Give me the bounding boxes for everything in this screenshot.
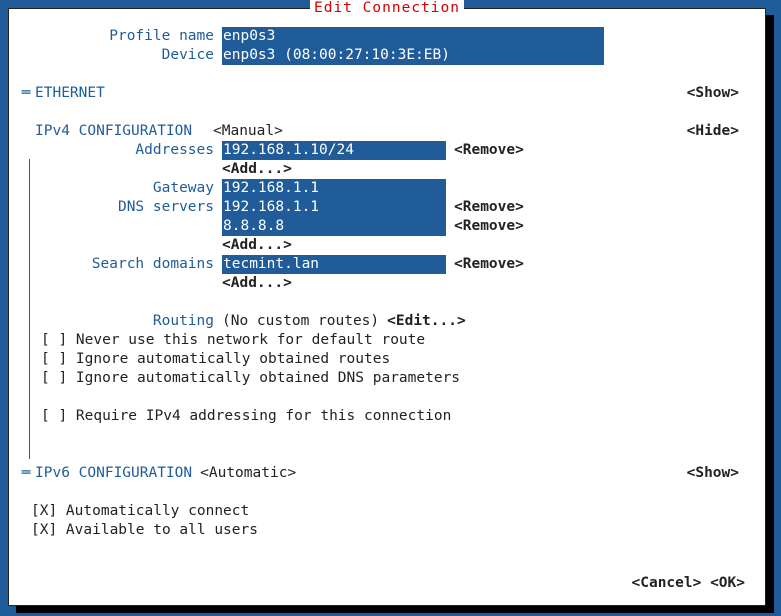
ok-button[interactable]: <OK>	[710, 575, 745, 591]
profile-name-label: Profile name	[17, 27, 222, 46]
ignore-auto-dns-checkbox[interactable]: [ ] Ignore automatically obtained DNS pa…	[17, 369, 757, 388]
ethernet-show-button[interactable]: <Show>	[687, 84, 739, 103]
search-domain-input-0[interactable]: tecmint.lan	[222, 255, 446, 274]
ipv4-section-title: IPv4 CONFIGURATION	[35, 122, 205, 141]
ipv6-show-button[interactable]: <Show>	[687, 464, 739, 483]
ipv6-toggle-icon[interactable]: ═	[17, 464, 35, 483]
ethernet-toggle-icon[interactable]: ═	[17, 84, 35, 103]
device-input[interactable]: enp0s3 (08:00:27:10:3E:EB)	[222, 46, 604, 65]
ethernet-section-title: ETHERNET	[35, 84, 105, 103]
never-default-route-checkbox[interactable]: [ ] Never use this network for default r…	[17, 331, 757, 350]
routing-edit-button[interactable]: <Edit...>	[387, 312, 466, 331]
cancel-button[interactable]: <Cancel>	[632, 575, 702, 591]
addresses-label: Addresses	[17, 141, 222, 160]
search-domains-label: Search domains	[17, 255, 222, 274]
dns-label: DNS servers	[17, 198, 222, 217]
ipv6-section-title: IPv6 CONFIGURATION	[35, 464, 192, 483]
all-users-checkbox[interactable]: [X] Available to all users	[17, 521, 757, 540]
gateway-input[interactable]: 192.168.1.1	[222, 179, 446, 198]
search-domain-add-button[interactable]: <Add...>	[222, 274, 292, 293]
dns-remove-1[interactable]: <Remove>	[454, 217, 524, 236]
ipv6-mode-select[interactable]: <Automatic>	[200, 464, 296, 483]
title-bar: Edit Connection	[9, 0, 765, 18]
address-remove-0[interactable]: <Remove>	[454, 141, 524, 160]
routing-value: (No custom routes)	[222, 312, 379, 331]
require-ipv4-checkbox[interactable]: [ ] Require IPv4 addressing for this con…	[17, 407, 757, 426]
ipv4-mode-select[interactable]: <Manual>	[213, 122, 283, 141]
dns-add-button[interactable]: <Add...>	[222, 236, 292, 255]
edit-connection-window: Edit Connection Profile name enp0s3 Devi…	[8, 8, 766, 606]
device-label: Device	[17, 46, 222, 65]
ignore-auto-routes-checkbox[interactable]: [ ] Ignore automatically obtained routes	[17, 350, 757, 369]
dns-remove-0[interactable]: <Remove>	[454, 198, 524, 217]
ipv4-hide-button[interactable]: <Hide>	[687, 122, 739, 141]
gateway-label: Gateway	[17, 179, 222, 198]
routing-label: Routing	[17, 312, 222, 331]
dns-input-1[interactable]: 8.8.8.8	[222, 217, 446, 236]
auto-connect-checkbox[interactable]: [X] Automatically connect	[17, 502, 757, 521]
address-add-button[interactable]: <Add...>	[222, 160, 292, 179]
dns-input-0[interactable]: 192.168.1.1	[222, 198, 446, 217]
window-title: Edit Connection	[310, 0, 464, 16]
search-domain-remove-0[interactable]: <Remove>	[454, 255, 524, 274]
profile-name-input[interactable]: enp0s3	[222, 27, 604, 46]
address-input-0[interactable]: 192.168.1.10/24	[222, 141, 446, 160]
